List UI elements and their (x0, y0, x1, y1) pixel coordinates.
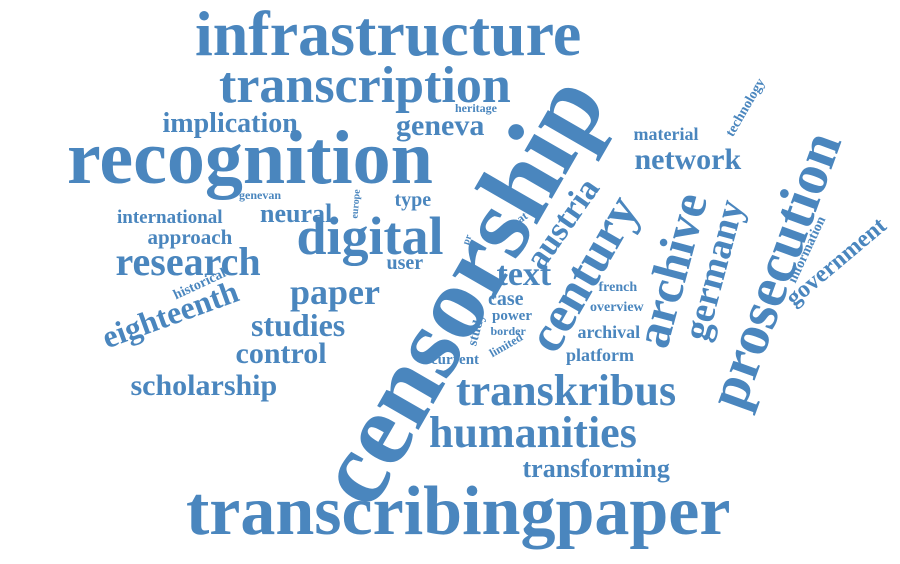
word-current: current (431, 351, 480, 368)
word-control: control (235, 337, 327, 370)
word-international: international (117, 206, 223, 228)
word-french: french (598, 280, 638, 295)
word-approach: approach (147, 224, 233, 249)
word-recognition: recognition (67, 116, 433, 200)
word-infrastructure: infrastructure (195, 0, 582, 69)
word-eighteenth: eighteenth (97, 272, 244, 356)
word-transcription: transcription (219, 57, 511, 114)
word-digital: digital (296, 206, 444, 266)
word-transcribingpaper: transcribingpaper (186, 473, 731, 550)
word-geneva: geneva (396, 109, 485, 142)
word-humanities: humanities (429, 408, 637, 457)
word-genevan: genevan (239, 188, 281, 202)
word-studies: studies (251, 307, 346, 343)
word-network: network (634, 143, 742, 176)
word-technology: technology (722, 76, 768, 140)
word-type: type (394, 189, 432, 211)
word-heritage: heritage (455, 101, 497, 115)
word-scholarship: scholarship (130, 369, 278, 402)
word-archival: archival (577, 322, 641, 342)
word-case: case (488, 288, 524, 310)
word-research: research (115, 239, 261, 284)
word-text: text (496, 256, 552, 293)
word-user: user (386, 252, 424, 274)
word-border: border (490, 324, 526, 338)
word-material: material (633, 124, 699, 144)
word-transkribus: transkribus (456, 366, 677, 415)
word-implication: implication (162, 108, 298, 139)
word-power: power (492, 307, 532, 324)
word-platform: platform (566, 345, 634, 365)
word-overview: overview (590, 300, 644, 315)
word-neural: neural (260, 199, 333, 228)
word-transforming: transforming (522, 454, 670, 483)
word-paper: paper (290, 272, 380, 312)
